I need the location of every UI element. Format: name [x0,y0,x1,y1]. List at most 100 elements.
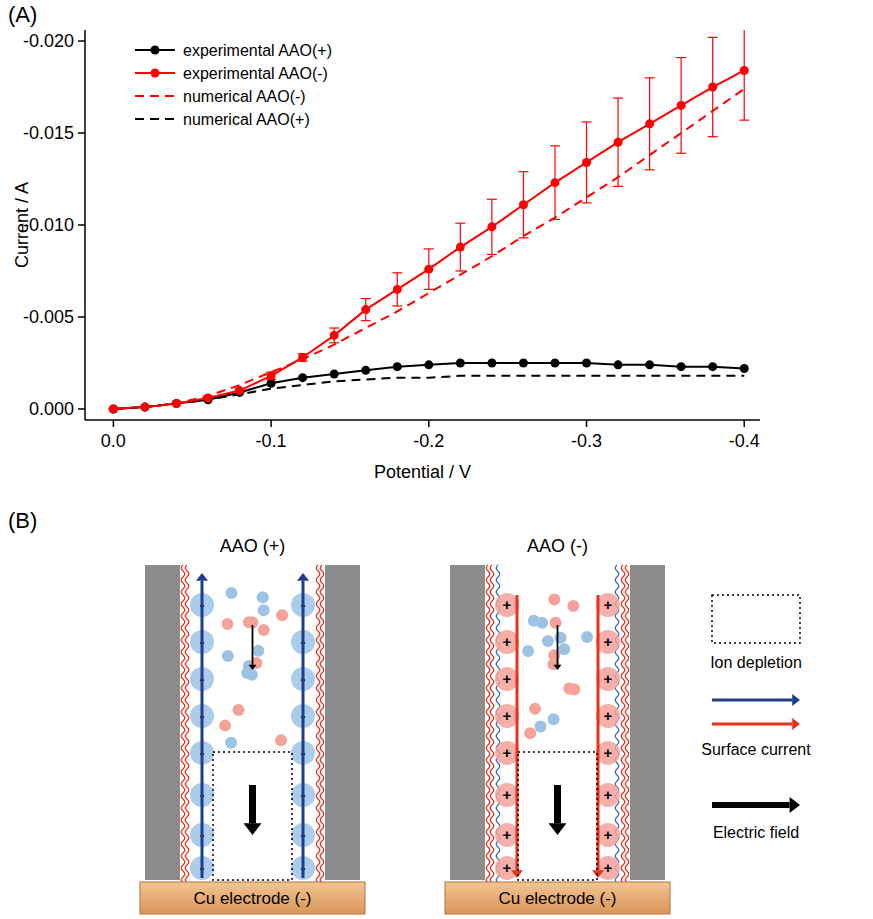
charge-sign: + [503,670,512,687]
arrow-shaft [249,785,256,823]
arrow-head [592,870,604,878]
surface-current [196,573,208,878]
error-bar [298,354,308,361]
legend-swatch [712,797,800,813]
arrow-head [549,823,567,835]
polymer-brush [320,565,324,883]
data-point [456,243,465,252]
data-point [330,331,339,340]
counter-ion [596,823,620,847]
electrode-label: Cu electrode (-) [193,889,311,908]
charge-sign: + [503,786,512,803]
data-point [298,373,307,382]
polymer-brush [486,565,490,883]
x-tick [428,420,430,427]
arrow-shaft [302,581,305,878]
x-tick-label: -0.3 [571,431,602,451]
counter-ion [495,630,519,654]
data-point [267,371,276,380]
error-bar [487,199,497,254]
error-bar [550,146,560,220]
charge-sign: + [604,633,613,650]
charge-sign: + [604,826,613,843]
legend: experimental AAO(+)experimental AAO(-)nu… [135,42,332,128]
error-cap [613,97,623,98]
charge-sign: + [604,786,613,803]
counter-ion [596,704,620,728]
error-cap [392,272,402,273]
data-point [740,66,749,75]
error-cap [582,202,592,203]
counter-ion [495,704,519,728]
counter-ion [495,741,519,765]
data-point [172,399,181,408]
data-point [140,403,149,412]
ion [548,649,560,661]
ion [535,720,547,732]
series-line [113,376,744,409]
arrow-shaft [516,595,519,870]
legend-swatch [712,595,800,643]
x-axis-title: Potential / V [374,462,471,482]
data-point [424,360,433,369]
data-point [361,366,370,375]
error-cap [676,57,686,58]
data-point [140,403,149,412]
error-cap [487,199,497,200]
legend-label: Electric field [713,824,799,841]
data-point [677,101,686,110]
data-point [708,362,717,371]
data-point [487,222,496,231]
pore-channel [485,565,630,880]
error-cap [676,153,686,154]
error-bar [455,223,465,271]
series-line [113,70,744,408]
data-point [487,358,496,367]
ion [241,667,253,679]
data-point [677,362,686,371]
data-point [330,370,339,379]
data-point [235,386,244,395]
error-cap [487,254,497,255]
error-bar [329,328,339,343]
error-cap [582,121,592,122]
data-point [361,305,370,314]
polymer-brush [316,565,320,883]
ion [529,703,541,715]
ion [276,609,288,621]
x-axis [85,419,760,421]
error-bar [739,30,749,120]
charge-sign: + [503,707,512,724]
error-cap [550,219,560,220]
error-bar [613,98,623,186]
polymer-brush [490,565,494,883]
electric-field [554,625,562,670]
error-bar [392,273,402,306]
charge-sign: + [503,633,512,650]
error-cap [645,77,655,78]
electric-field [249,625,257,670]
data-point [172,399,181,408]
arrow-head [297,573,309,581]
data-point [456,358,465,367]
ion [225,587,237,599]
legend-label: numerical AAO(+) [183,111,310,128]
error-bar [645,78,655,170]
error-bar [266,372,276,379]
y-tick [78,316,85,318]
charge-sign: + [604,744,613,761]
ion [542,635,554,647]
error-cap [329,342,339,343]
y-tick [78,132,85,134]
ion [563,683,575,695]
arrow-shaft [712,802,790,808]
ion [275,734,287,746]
electric-field [549,785,567,835]
y-tick [78,408,85,410]
legend-label: Ion depletion [710,654,802,671]
error-cap [424,289,434,290]
error-cap [518,237,528,238]
ion [548,593,560,605]
legend-swatch [712,718,800,730]
error-cap [361,320,371,321]
